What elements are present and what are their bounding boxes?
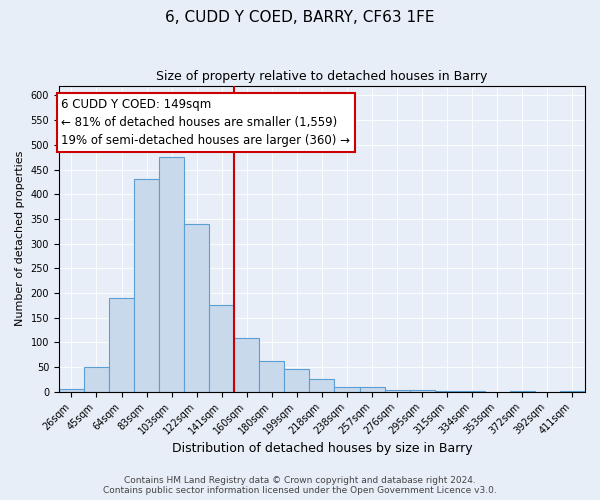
X-axis label: Distribution of detached houses by size in Barry: Distribution of detached houses by size … [172,442,472,455]
Bar [109,298,134,392]
Y-axis label: Number of detached properties: Number of detached properties [15,151,25,326]
Bar [310,380,334,392]
Bar [59,390,84,392]
Bar [259,361,284,392]
Bar [284,370,310,392]
Bar [560,390,585,392]
Title: Size of property relative to detached houses in Barry: Size of property relative to detached ho… [156,70,488,83]
Text: 6 CUDD Y COED: 149sqm
← 81% of detached houses are smaller (1,559)
19% of semi-d: 6 CUDD Y COED: 149sqm ← 81% of detached … [61,98,350,147]
Text: 6, CUDD Y COED, BARRY, CF63 1FE: 6, CUDD Y COED, BARRY, CF63 1FE [165,10,435,25]
Bar [434,390,460,392]
Bar [234,338,259,392]
Bar [209,306,234,392]
Bar [510,390,535,392]
Bar [334,387,359,392]
Text: Contains HM Land Registry data © Crown copyright and database right 2024.
Contai: Contains HM Land Registry data © Crown c… [103,476,497,495]
Bar [359,387,385,392]
Bar [410,390,434,392]
Bar [184,224,209,392]
Bar [385,390,410,392]
Bar [84,367,109,392]
Bar [134,180,159,392]
Bar [159,157,184,392]
